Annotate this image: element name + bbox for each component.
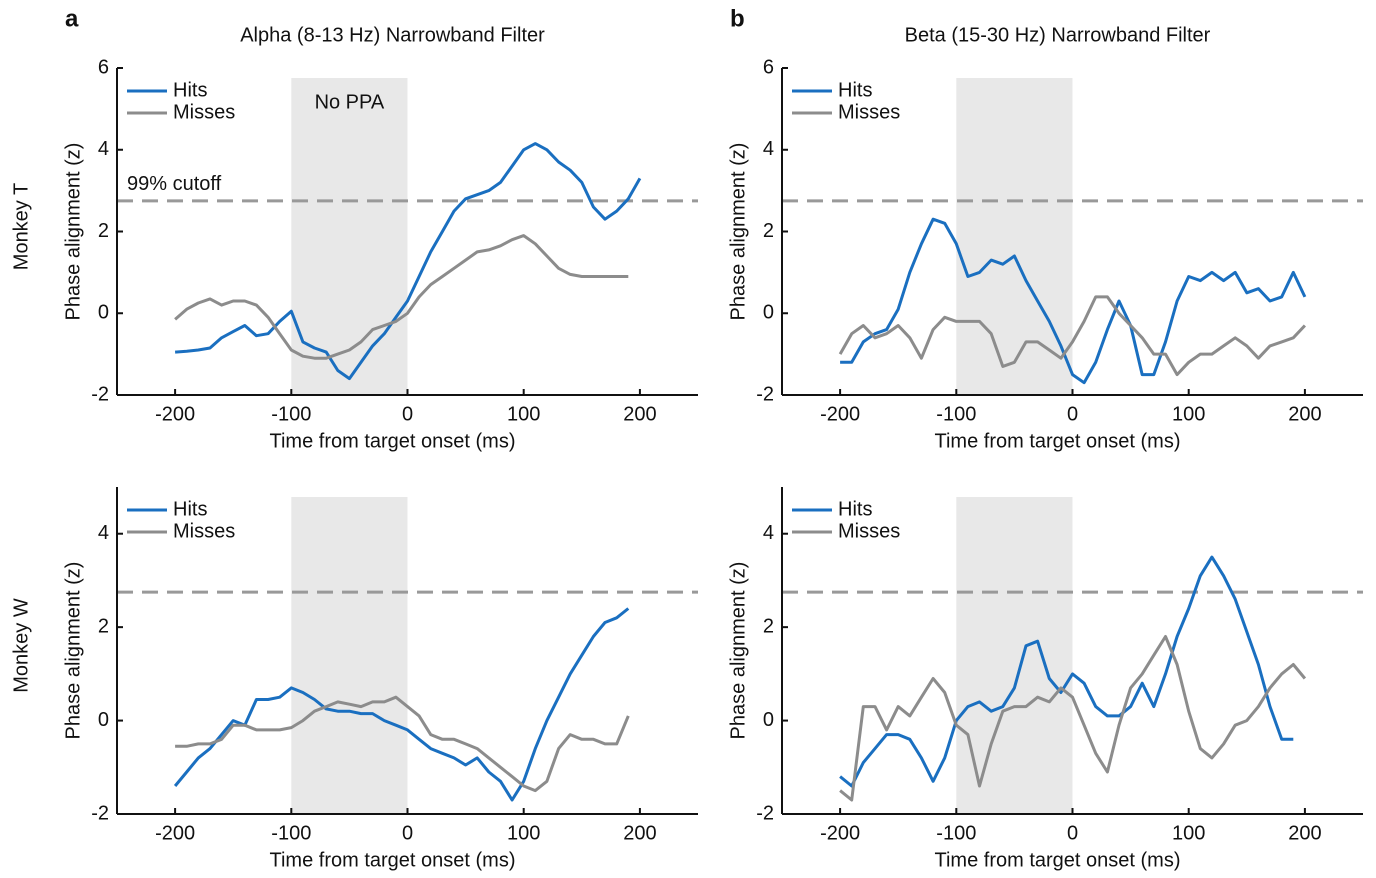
y-tick-label: 6	[98, 56, 109, 78]
y-tick-label: -2	[756, 802, 774, 824]
series-line	[174, 142, 642, 381]
threshold-label: 99% cutoff	[127, 173, 222, 195]
y-tick-label: 2	[98, 220, 109, 242]
y-tick-label: 0	[98, 302, 109, 324]
x-tick-label: 0	[402, 403, 413, 425]
x-tick-label: 200	[1288, 403, 1321, 425]
y-tick-label: 2	[98, 615, 109, 637]
y-axis-label: Phase alignment (z)	[727, 562, 749, 740]
y-tick-label: 2	[763, 220, 774, 242]
region-label: No PPA	[315, 91, 385, 113]
series-line	[174, 234, 629, 360]
x-tick-label: -100	[936, 403, 976, 425]
legend-label: Hits	[838, 79, 872, 101]
x-tick-label: -200	[155, 822, 195, 844]
panel-label: a	[65, 5, 79, 32]
y-tick-label: -2	[91, 802, 109, 824]
y-tick-label: 0	[763, 709, 774, 731]
y-tick-label: 4	[98, 522, 109, 544]
x-tick-label: 100	[507, 822, 540, 844]
x-tick-label: -100	[936, 822, 976, 844]
y-tick-label: -2	[756, 383, 774, 405]
series-line	[838, 295, 1306, 377]
x-tick-label: -100	[271, 403, 311, 425]
x-tick-label: -100	[271, 822, 311, 844]
x-axis-label: Time from target onset (ms)	[270, 849, 516, 871]
y-tick-label: -2	[91, 383, 109, 405]
y-tick-label: 6	[763, 56, 774, 78]
x-tick-label: 0	[402, 822, 413, 844]
x-axis-label: Time from target onset (ms)	[935, 430, 1181, 452]
series-line	[173, 607, 630, 802]
y-axis-label: Phase alignment (z)	[62, 143, 84, 321]
x-tick-label: 100	[1172, 403, 1205, 425]
shaded-region	[291, 78, 408, 395]
series-line	[839, 555, 1294, 788]
y-axis-label: Phase alignment (z)	[62, 562, 84, 740]
x-tick-label: -200	[820, 822, 860, 844]
y-tick-label: 4	[763, 138, 774, 160]
series-line	[840, 217, 1307, 385]
y-tick-label: 0	[98, 709, 109, 731]
y-tick-label: 4	[763, 522, 774, 544]
legend-label: Misses	[173, 520, 235, 542]
series-line	[175, 695, 630, 793]
x-tick-label: 200	[623, 403, 656, 425]
legend-label: Hits	[838, 498, 872, 520]
x-axis-label: Time from target onset (ms)	[270, 430, 516, 452]
x-tick-label: 0	[1067, 822, 1078, 844]
x-tick-label: 200	[623, 822, 656, 844]
x-tick-label: 100	[1172, 822, 1205, 844]
legend-label: Misses	[838, 520, 900, 542]
shaded-region	[956, 497, 1073, 814]
x-tick-label: 0	[1067, 403, 1078, 425]
row-label: Monkey W	[10, 598, 32, 693]
panel-label: b	[730, 5, 745, 32]
x-tick-label: -200	[820, 403, 860, 425]
chart-title: Alpha (8-13 Hz) Narrowband Filter	[240, 24, 545, 46]
shaded-region	[956, 78, 1073, 395]
legend-label: Misses	[838, 101, 900, 123]
shaded-region	[291, 497, 408, 814]
y-tick-label: 2	[763, 615, 774, 637]
legend-label: Misses	[173, 101, 235, 123]
y-axis-label: Phase alignment (z)	[727, 143, 749, 321]
series-line	[839, 635, 1307, 802]
x-tick-label: 100	[507, 403, 540, 425]
legend-label: Hits	[173, 498, 207, 520]
row-label: Monkey T	[10, 183, 32, 270]
y-tick-label: 0	[763, 302, 774, 324]
x-tick-label: -200	[155, 403, 195, 425]
y-tick-label: 4	[98, 138, 109, 160]
x-tick-label: 200	[1288, 822, 1321, 844]
x-axis-label: Time from target onset (ms)	[935, 849, 1181, 871]
chart-title: Beta (15-30 Hz) Narrowband Filter	[905, 24, 1211, 46]
legend-label: Hits	[173, 79, 207, 101]
